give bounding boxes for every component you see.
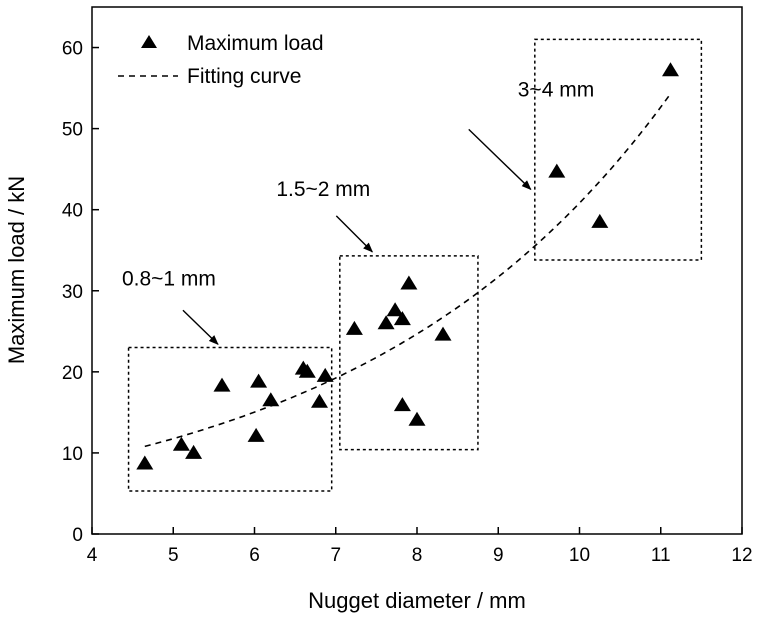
y-tick-label: 20: [62, 363, 83, 384]
data-point: [136, 455, 154, 470]
data-point: [400, 275, 418, 290]
legend-label-maximum-load: Maximum load: [187, 32, 324, 55]
y-tick-label: 10: [62, 444, 83, 465]
annotation-arrow: [335, 215, 374, 253]
annotation-box: [534, 38, 703, 261]
x-tick-label: 9: [493, 545, 504, 566]
annotation-boxes: [127, 38, 703, 492]
y-tick-label: 0: [72, 525, 83, 546]
legend-label-fitting-curve: Fitting curve: [187, 65, 301, 88]
data-point: [250, 373, 268, 388]
data-point: [591, 213, 609, 228]
data-point: [386, 302, 404, 317]
x-tick-label: 12: [731, 545, 752, 566]
fitting-curve-layer: [144, 93, 672, 448]
x-tick-label: 5: [168, 545, 179, 566]
data-point: [311, 393, 328, 408]
y-tick-label: 30: [62, 282, 83, 303]
annotation-box: [339, 255, 479, 451]
data-point: [393, 311, 411, 326]
y-tick-label: 60: [62, 39, 83, 60]
data-point: [298, 363, 316, 378]
x-tick-label: 7: [330, 545, 341, 566]
data-point: [172, 436, 190, 451]
data-point: [662, 62, 679, 77]
y-tick-label: 50: [62, 120, 83, 141]
y-tick-label: 40: [62, 201, 83, 222]
data-point: [213, 377, 231, 392]
data-point: [247, 427, 265, 442]
annotation-arrow: [468, 128, 532, 191]
data-point: [377, 315, 395, 330]
data-point: [345, 320, 363, 335]
data-point: [316, 367, 334, 382]
axis-ticks: 4 5 6 7 8 9 10 11 12 0 10 20 30 40 50 60: [62, 39, 753, 566]
annotation-label: 0.8~1 mm: [122, 267, 216, 290]
legend: Maximum load Fitting curve: [118, 32, 324, 88]
annotations: 0.8~1 mm 1.5~2 mm 3~4 mm: [122, 78, 594, 345]
annotation-arrow: [182, 309, 219, 345]
annotation-label: 3~4 mm: [518, 78, 594, 101]
data-point: [262, 392, 280, 407]
x-tick-label: 6: [249, 545, 260, 566]
y-axis-title: Maximum load / kN: [4, 176, 29, 364]
x-tick-label: 8: [412, 545, 423, 566]
data-point: [548, 163, 566, 178]
x-tick-label: 11: [651, 545, 671, 566]
legend-triangle-marker: [141, 35, 157, 48]
x-axis-title: Nugget diameter / mm: [308, 588, 526, 613]
x-tick-label: 4: [87, 545, 98, 566]
annotation-label: 1.5~2 mm: [276, 178, 370, 201]
data-points: [136, 62, 679, 470]
data-point: [393, 397, 411, 412]
x-tick-label: 10: [569, 545, 590, 566]
data-point: [408, 411, 426, 426]
fitting-curve: [144, 93, 672, 448]
data-point: [434, 326, 452, 341]
data-point: [185, 444, 203, 459]
